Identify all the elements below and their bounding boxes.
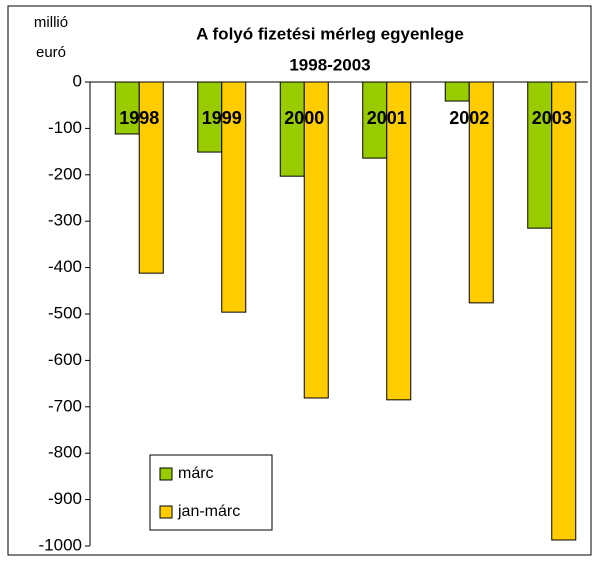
legend-swatch: [159, 467, 173, 481]
bar: [362, 81, 388, 159]
legend-label: márc: [178, 465, 214, 482]
x-tick-label: 1999: [202, 108, 242, 128]
legend-swatch: [159, 505, 173, 519]
x-tick-label: 1998: [119, 108, 159, 128]
y-tick-label: -900: [48, 489, 82, 508]
y-tick-label: 0: [73, 71, 82, 90]
y-tick-label: -400: [48, 257, 82, 276]
bar: [444, 81, 470, 102]
y-axis-label: millió euró: [33, 14, 69, 61]
bar: [386, 81, 412, 401]
y-tick-label: -800: [48, 443, 82, 462]
bar: [468, 81, 494, 304]
bar: [527, 81, 553, 229]
bar: [551, 81, 577, 541]
x-tick-label: 2002: [449, 108, 489, 128]
x-tick-label: 2001: [367, 108, 407, 128]
bar: [221, 81, 247, 313]
x-tick-label: 2000: [284, 108, 324, 128]
chart-subtitle: 1998-2003: [289, 55, 370, 74]
chart-title: A folyó fizetési mérleg egyenlege: [196, 24, 464, 43]
bar: [303, 81, 329, 399]
y-tick-label: -100: [48, 118, 82, 137]
y-tick-label: -200: [48, 164, 82, 183]
legend-label: jan-márc: [177, 503, 240, 520]
y-tick-label: -700: [48, 396, 82, 415]
y-tick-label: -300: [48, 211, 82, 230]
bar: [279, 81, 305, 177]
y-tick-label: -1000: [39, 535, 82, 554]
y-tick-label: -500: [48, 303, 82, 322]
y-tick-label: -600: [48, 350, 82, 369]
x-tick-label: 2003: [532, 108, 572, 128]
